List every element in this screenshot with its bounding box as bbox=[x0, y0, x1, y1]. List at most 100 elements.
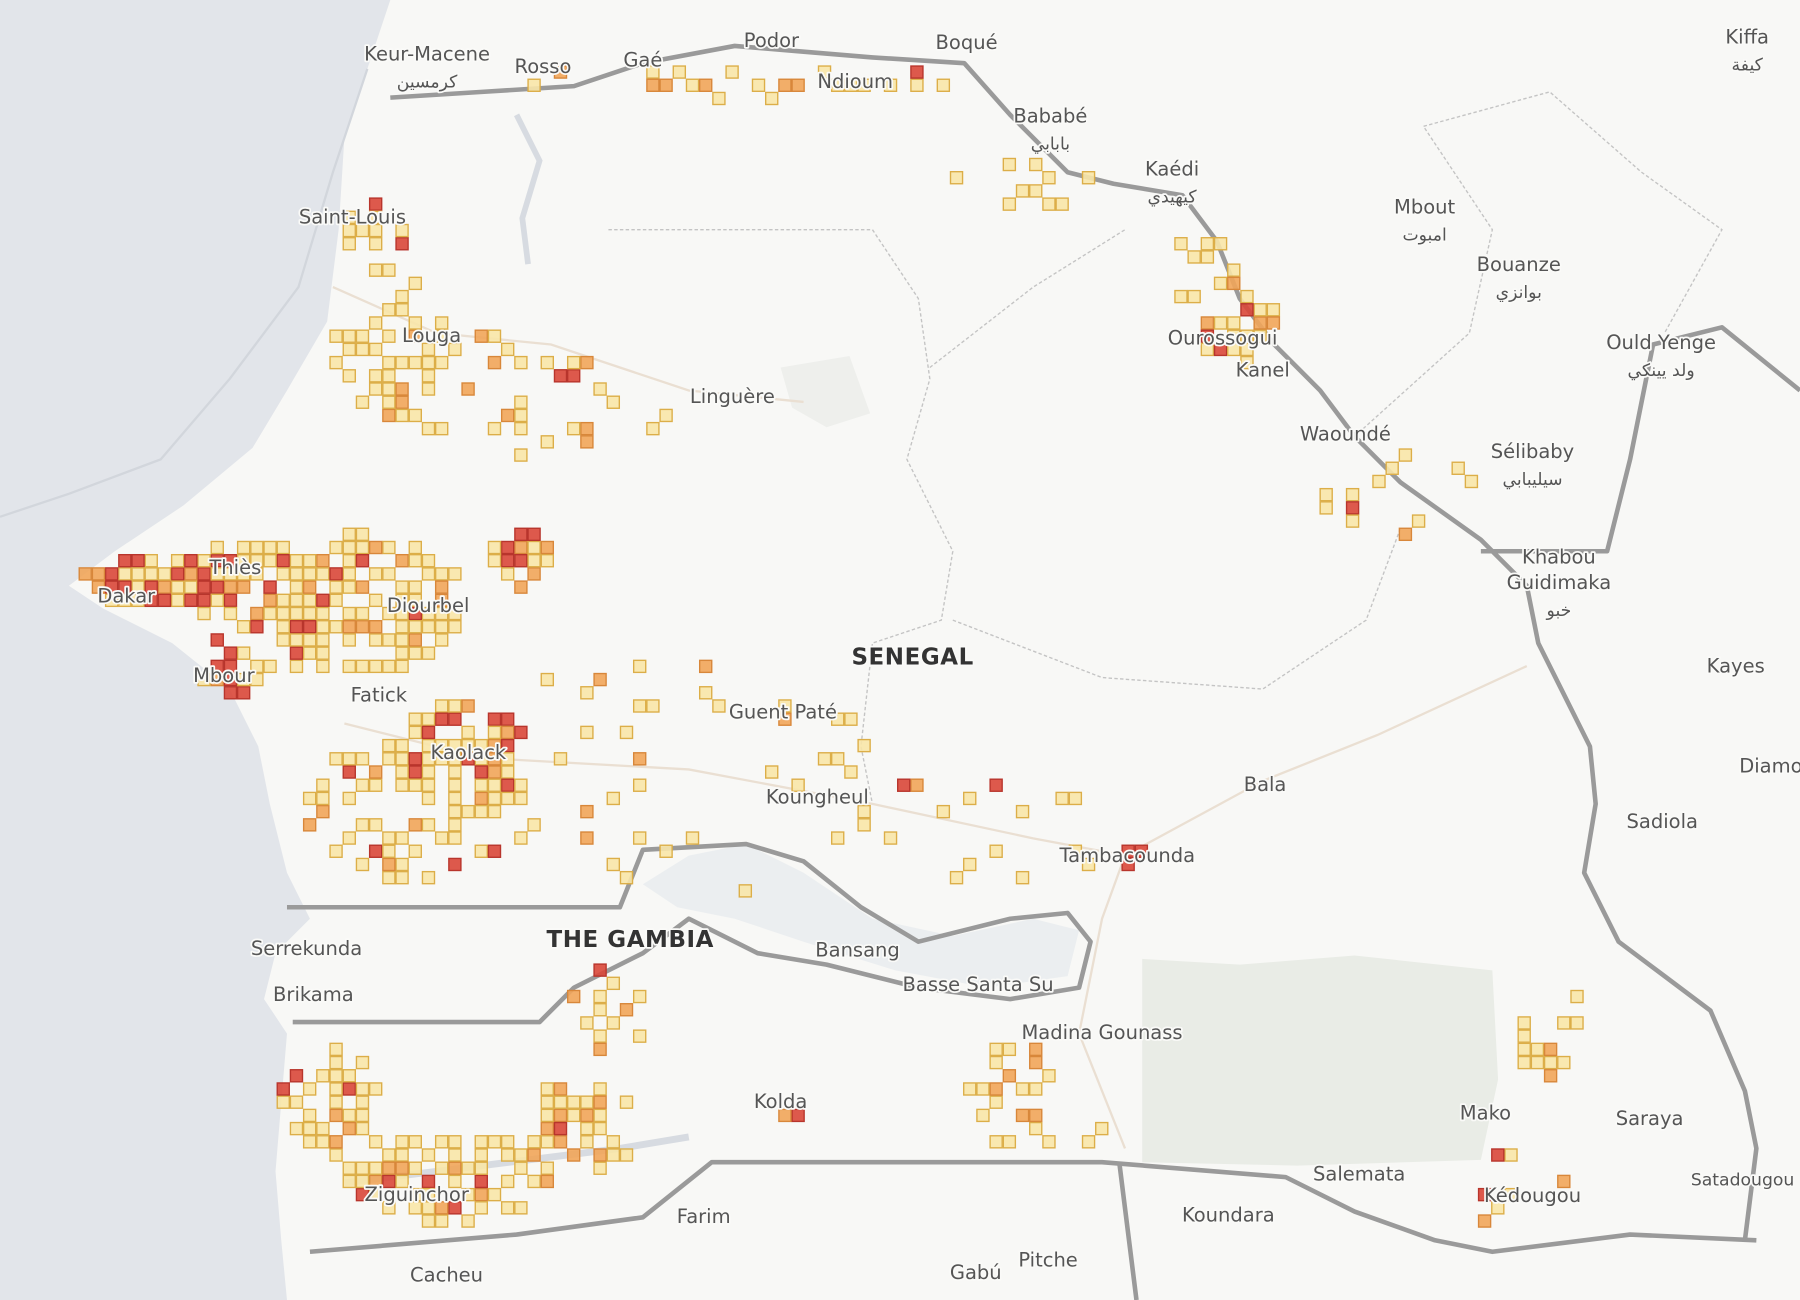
density-cell bbox=[1121, 857, 1135, 872]
density-cell bbox=[500, 778, 515, 792]
density-cell bbox=[408, 765, 422, 779]
density-cell bbox=[672, 65, 687, 79]
density-cell bbox=[368, 1082, 383, 1096]
density-cell bbox=[540, 553, 555, 568]
density-cell bbox=[395, 237, 409, 251]
density-cell bbox=[778, 78, 792, 92]
place-name: THE GAMBIA bbox=[546, 927, 713, 953]
density-cell bbox=[606, 1016, 621, 1030]
density-cell bbox=[329, 355, 343, 370]
density-cell bbox=[329, 593, 343, 608]
density-cell bbox=[1530, 1055, 1545, 1070]
density-cell bbox=[1029, 1108, 1043, 1123]
density-cell bbox=[844, 765, 858, 779]
density-cell bbox=[316, 606, 330, 621]
density-cell bbox=[355, 1174, 370, 1189]
density-cell bbox=[289, 1121, 304, 1136]
density-cell bbox=[448, 818, 462, 832]
density-cell bbox=[382, 1148, 396, 1162]
density-cell bbox=[487, 553, 502, 568]
density-cell bbox=[421, 1214, 436, 1228]
density-cell bbox=[448, 1201, 462, 1215]
density-cell bbox=[553, 1108, 568, 1123]
density-cell bbox=[382, 831, 396, 845]
density-cell bbox=[514, 448, 528, 462]
density-cell bbox=[342, 620, 356, 634]
density-cell bbox=[355, 580, 370, 594]
density-cell bbox=[606, 1135, 621, 1149]
density-cell bbox=[329, 1055, 343, 1070]
country-border bbox=[286, 841, 1093, 1025]
place-name: Satadougou bbox=[1691, 1171, 1795, 1191]
density-cell bbox=[580, 355, 594, 370]
density-cell bbox=[448, 1148, 462, 1162]
density-cell bbox=[1002, 1069, 1017, 1083]
place-name: Bababé bbox=[1013, 105, 1087, 128]
density-cell bbox=[118, 580, 132, 594]
density-cell bbox=[487, 752, 502, 766]
density-cell bbox=[527, 1135, 541, 1149]
density-cell bbox=[355, 553, 370, 568]
density-cell bbox=[580, 1095, 594, 1109]
density-cell bbox=[1227, 316, 1241, 330]
density-cell bbox=[434, 355, 449, 370]
density-cell bbox=[487, 329, 502, 343]
density-cell bbox=[342, 1069, 356, 1083]
density-cell bbox=[1227, 329, 1241, 343]
density-cell bbox=[1015, 184, 1030, 198]
density-cell bbox=[197, 553, 211, 568]
density-cell bbox=[500, 791, 515, 806]
density-cell bbox=[170, 580, 185, 594]
place-name: Sélibaby bbox=[1491, 440, 1574, 463]
density-cell bbox=[355, 1108, 370, 1123]
density-cell bbox=[514, 725, 528, 740]
density-cell bbox=[540, 1082, 555, 1096]
density-cell bbox=[500, 738, 515, 753]
place-name: Guent Paté bbox=[729, 701, 837, 724]
density-cell bbox=[236, 620, 251, 634]
density-cell bbox=[1543, 1055, 1558, 1070]
density-cell bbox=[395, 870, 409, 885]
density-cell bbox=[408, 355, 422, 370]
place-name: Ourossogui bbox=[1168, 326, 1278, 349]
density-cell bbox=[421, 646, 436, 660]
density-cell bbox=[408, 1187, 422, 1202]
density-cell bbox=[329, 844, 343, 858]
density-cell bbox=[329, 1042, 343, 1057]
density-cell bbox=[421, 738, 436, 753]
density-cell bbox=[765, 91, 779, 106]
density-cell bbox=[395, 765, 409, 779]
density-cell bbox=[368, 382, 383, 396]
density-cell bbox=[157, 593, 172, 608]
density-cell bbox=[421, 1187, 436, 1202]
density-cell bbox=[646, 78, 660, 92]
density-cell bbox=[1055, 197, 1069, 211]
density-cell bbox=[223, 593, 238, 608]
density-cell bbox=[712, 91, 726, 106]
density-cell bbox=[434, 606, 449, 621]
place-name: Tambacounda bbox=[1058, 844, 1195, 867]
density-cell bbox=[659, 844, 673, 858]
density-cell bbox=[408, 1201, 422, 1215]
density-cell bbox=[989, 1135, 1003, 1149]
density-cell bbox=[421, 778, 436, 792]
density-cell bbox=[368, 316, 383, 330]
density-cell bbox=[632, 989, 647, 1004]
density-cell bbox=[421, 567, 436, 581]
density-cell bbox=[395, 620, 409, 634]
density-cell bbox=[355, 342, 370, 357]
density-cell bbox=[566, 421, 581, 436]
lake bbox=[514, 113, 543, 265]
density-cell bbox=[276, 553, 290, 568]
protected-area bbox=[780, 356, 871, 428]
density-cell bbox=[448, 778, 462, 792]
labels: Keur-Macene كرمسين Rosso Gaé Podor Boqué Ndiou… bbox=[96, 24, 1800, 1288]
density-cell bbox=[817, 752, 832, 766]
density-cell bbox=[434, 1214, 449, 1228]
place-name-arabic: ولد يينكي bbox=[1628, 361, 1695, 381]
place-name-arabic: بابابي bbox=[1031, 135, 1070, 155]
density-cell bbox=[580, 421, 594, 436]
density-cell bbox=[382, 395, 396, 409]
place-name: Kédougou bbox=[1484, 1184, 1581, 1207]
place-name: Louga bbox=[402, 324, 461, 347]
